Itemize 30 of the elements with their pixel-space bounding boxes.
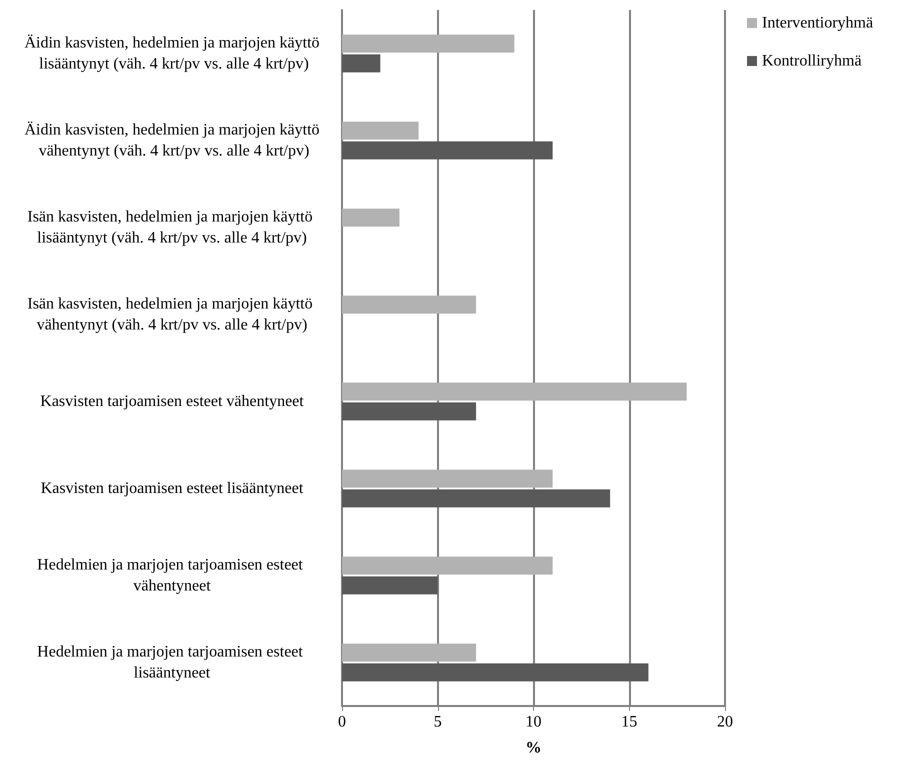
y-tick-label: Äidin kasvisten, hedelmien ja marjojen käyttö vähentynyt (väh. 4 krt/pv vs. alle 4 krt/pv) — [24, 122, 320, 160]
bar — [342, 556, 553, 575]
bar — [342, 576, 438, 594]
y-tick-label: Kasvisten tarjoamisen esteet lisääntyneet — [40, 480, 304, 497]
y-tick-label: Hedelmien ja marjojen tarjoamisen esteet lisääntyneet — [37, 644, 307, 682]
bar — [342, 382, 687, 401]
bar — [342, 402, 476, 420]
x-tick-label: 15 — [621, 714, 638, 730]
x-tick-label: 5 — [434, 714, 442, 730]
x-tick-label: 20 — [717, 714, 733, 730]
y-tick-label: Äidin kasvisten, hedelmien ja marjojen käyttö lisääntynyt (väh. 4 krt/pv vs. alle 4 krt/pv) — [24, 34, 320, 72]
bar — [342, 141, 553, 160]
legend-label: Interventioryhmä — [762, 14, 874, 32]
y-tick-label: Isän kasvisten, hedelmien ja marjojen käyttö vähentynyt (väh. 4 krt/pv vs. alle 4 krt/pv) — [27, 296, 317, 334]
x-tick-label: 0 — [338, 714, 346, 730]
x-tick-label: 10 — [526, 714, 542, 730]
bar — [342, 122, 419, 140]
bar — [342, 489, 610, 508]
bar — [342, 663, 648, 682]
y-tick-label: Isän kasvisten, hedelmien ja marjojen käyttö lisääntynyt (väh. 4 krt/pv vs. alle 4 krt/pv) — [27, 208, 317, 246]
bar — [342, 208, 400, 227]
bar — [342, 644, 476, 662]
y-tick-label: Kasvisten tarjoamisen esteet vähentyneet — [40, 393, 304, 410]
bar — [342, 34, 514, 53]
x-axis-title: % — [526, 740, 542, 756]
y-tick-label: Hedelmien ja marjojen tarjoamisen esteet vähentyneet — [37, 556, 307, 594]
bar — [342, 54, 380, 72]
legend-label: Kontrolliryhmä — [762, 52, 862, 70]
bar — [342, 296, 476, 314]
bar — [342, 470, 553, 488]
